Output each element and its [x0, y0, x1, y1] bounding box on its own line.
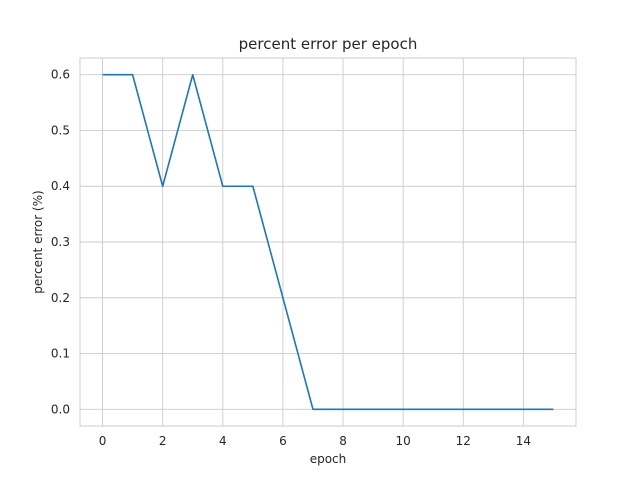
- plot-frame: [79, 57, 577, 427]
- x-tick-label: 0: [99, 434, 107, 448]
- y-axis-label: percent error (%): [31, 190, 45, 293]
- grid: [80, 58, 576, 426]
- y-tick-label: 0.0: [51, 402, 70, 416]
- x-tick-label: 12: [456, 434, 471, 448]
- series-layer: [102, 73, 554, 411]
- y-tick-label: 0.3: [51, 235, 70, 249]
- series-line: [102, 73, 554, 411]
- x-tick-label: 10: [396, 434, 411, 448]
- y-tick-label: 0.2: [51, 291, 70, 305]
- x-tick-label: 2: [159, 434, 167, 448]
- y-tick-label: 0.4: [51, 179, 70, 193]
- x-tick-label: 14: [516, 434, 531, 448]
- x-axis-ticks: 0 2 4 6 8 10 12 14: [99, 434, 531, 448]
- x-tick-label: 4: [219, 434, 227, 448]
- y-tick-label: 0.1: [51, 347, 70, 361]
- x-axis-label: epoch: [310, 452, 347, 466]
- chart-title: percent error per epoch: [239, 35, 418, 53]
- y-axis-ticks: 0.0 0.1 0.2 0.3 0.4 0.5 0.6: [51, 68, 70, 417]
- x-tick-label: 8: [339, 434, 347, 448]
- y-tick-label: 0.6: [51, 68, 70, 82]
- x-tick-label: 6: [279, 434, 287, 448]
- y-tick-label: 0.5: [51, 123, 70, 137]
